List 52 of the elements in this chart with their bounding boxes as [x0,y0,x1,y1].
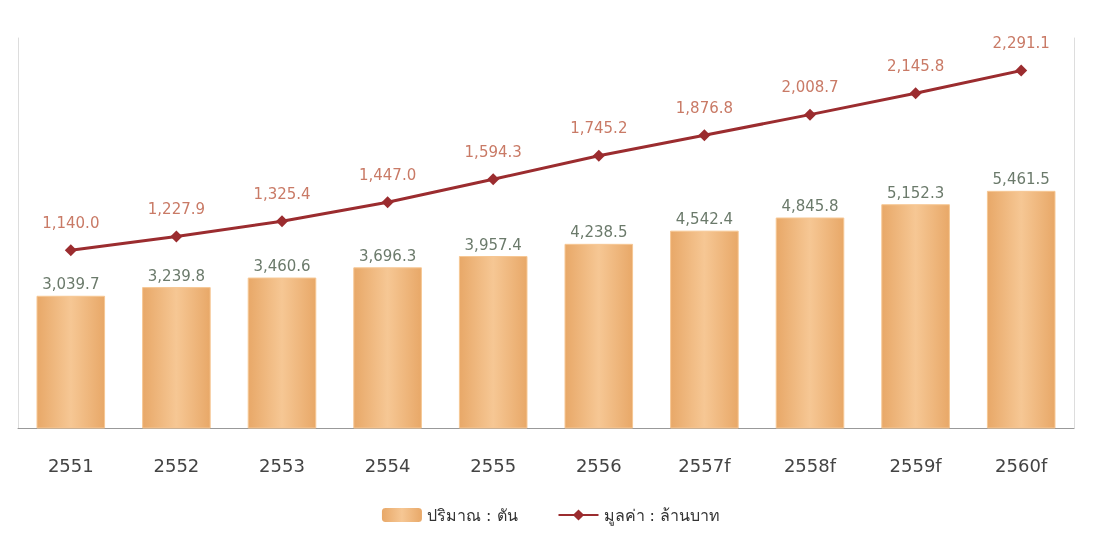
point [698,129,711,142]
x-tick-label: 2556 [575,454,622,476]
bar [881,204,950,429]
data-label: 3,696.3 [358,246,417,265]
x-tick-label: 2552 [153,454,200,476]
data-label: 3,957.4 [464,235,522,254]
data-label: 1,447.0 [358,165,417,184]
data-label: 1,594.3 [464,142,522,161]
point [381,196,394,209]
x-tick-label: 2559f [889,454,943,476]
point [276,215,288,228]
x-tick-label: 2553 [259,454,305,476]
bar [247,277,317,429]
point [170,230,183,243]
legend-label: มูลค่า : ล้านบาท [603,505,721,526]
point [64,244,77,257]
bar [564,243,634,429]
bar [142,287,211,429]
x-tick-label: 2555 [470,454,517,476]
data-label: 5,461.5 [992,170,1050,189]
x-tick-label: 2551 [47,454,94,476]
point [1015,64,1028,77]
x-tick-label: 2558f [783,454,837,476]
point [487,173,500,186]
x-tick-label: 2557f [678,454,732,476]
data-label: 3,039.7 [42,275,100,294]
bar [986,190,1056,429]
data-label: 4,542.4 [675,210,734,229]
bar [458,256,528,429]
point [804,108,816,121]
data-label: 2,291.1 [992,34,1050,53]
data-label: 3,239.8 [147,266,206,285]
data-label: 3,460.6 [253,257,311,276]
data-label: 1,140.0 [42,213,100,232]
data-label: 2,008.7 [781,78,839,97]
data-label: 5,152.3 [886,183,945,202]
point [592,149,605,162]
data-label: 1,227.9 [147,199,206,218]
bar [670,230,739,429]
legend-label: ปริมาณ : ตัน [426,505,518,525]
data-label: 1,876.8 [675,98,734,117]
bar [36,295,106,429]
bar [353,267,422,429]
data-label: 4,845.8 [781,197,839,216]
data-label: 4,238.5 [570,223,628,242]
x-tick-label: 2560f [995,454,1048,476]
bar [775,217,845,429]
point [909,87,922,100]
data-label: 1,325.4 [253,184,311,203]
data-label: 2,145.8 [886,56,945,75]
data-label: 1,745.2 [570,119,628,138]
x-tick-label: 2554 [364,454,411,476]
